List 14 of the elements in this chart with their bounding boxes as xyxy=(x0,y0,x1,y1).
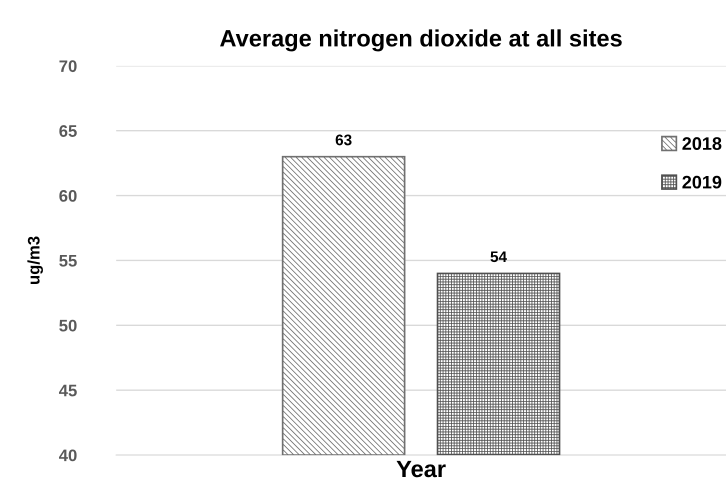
y-tick-label: 40 xyxy=(58,449,77,462)
legend-label: 2018 xyxy=(682,137,722,150)
legend-label: 2019 xyxy=(682,176,722,189)
y-tick-label: 70 xyxy=(59,60,77,72)
x-axis-title: Year xyxy=(396,460,446,478)
y-tick-label: 60 xyxy=(59,190,77,202)
chart-title: Average nitrogen dioxide at all sites xyxy=(220,29,622,52)
data-label: 63 xyxy=(336,134,352,146)
y-tick-label: 55 xyxy=(59,255,77,267)
y-tick-label: 45 xyxy=(58,384,77,396)
y-tick-label: 50 xyxy=(59,320,77,332)
data-label: 54 xyxy=(490,251,507,262)
y-tick-label: 65 xyxy=(59,125,77,137)
y-axis-title: ug/m3 xyxy=(27,236,43,284)
